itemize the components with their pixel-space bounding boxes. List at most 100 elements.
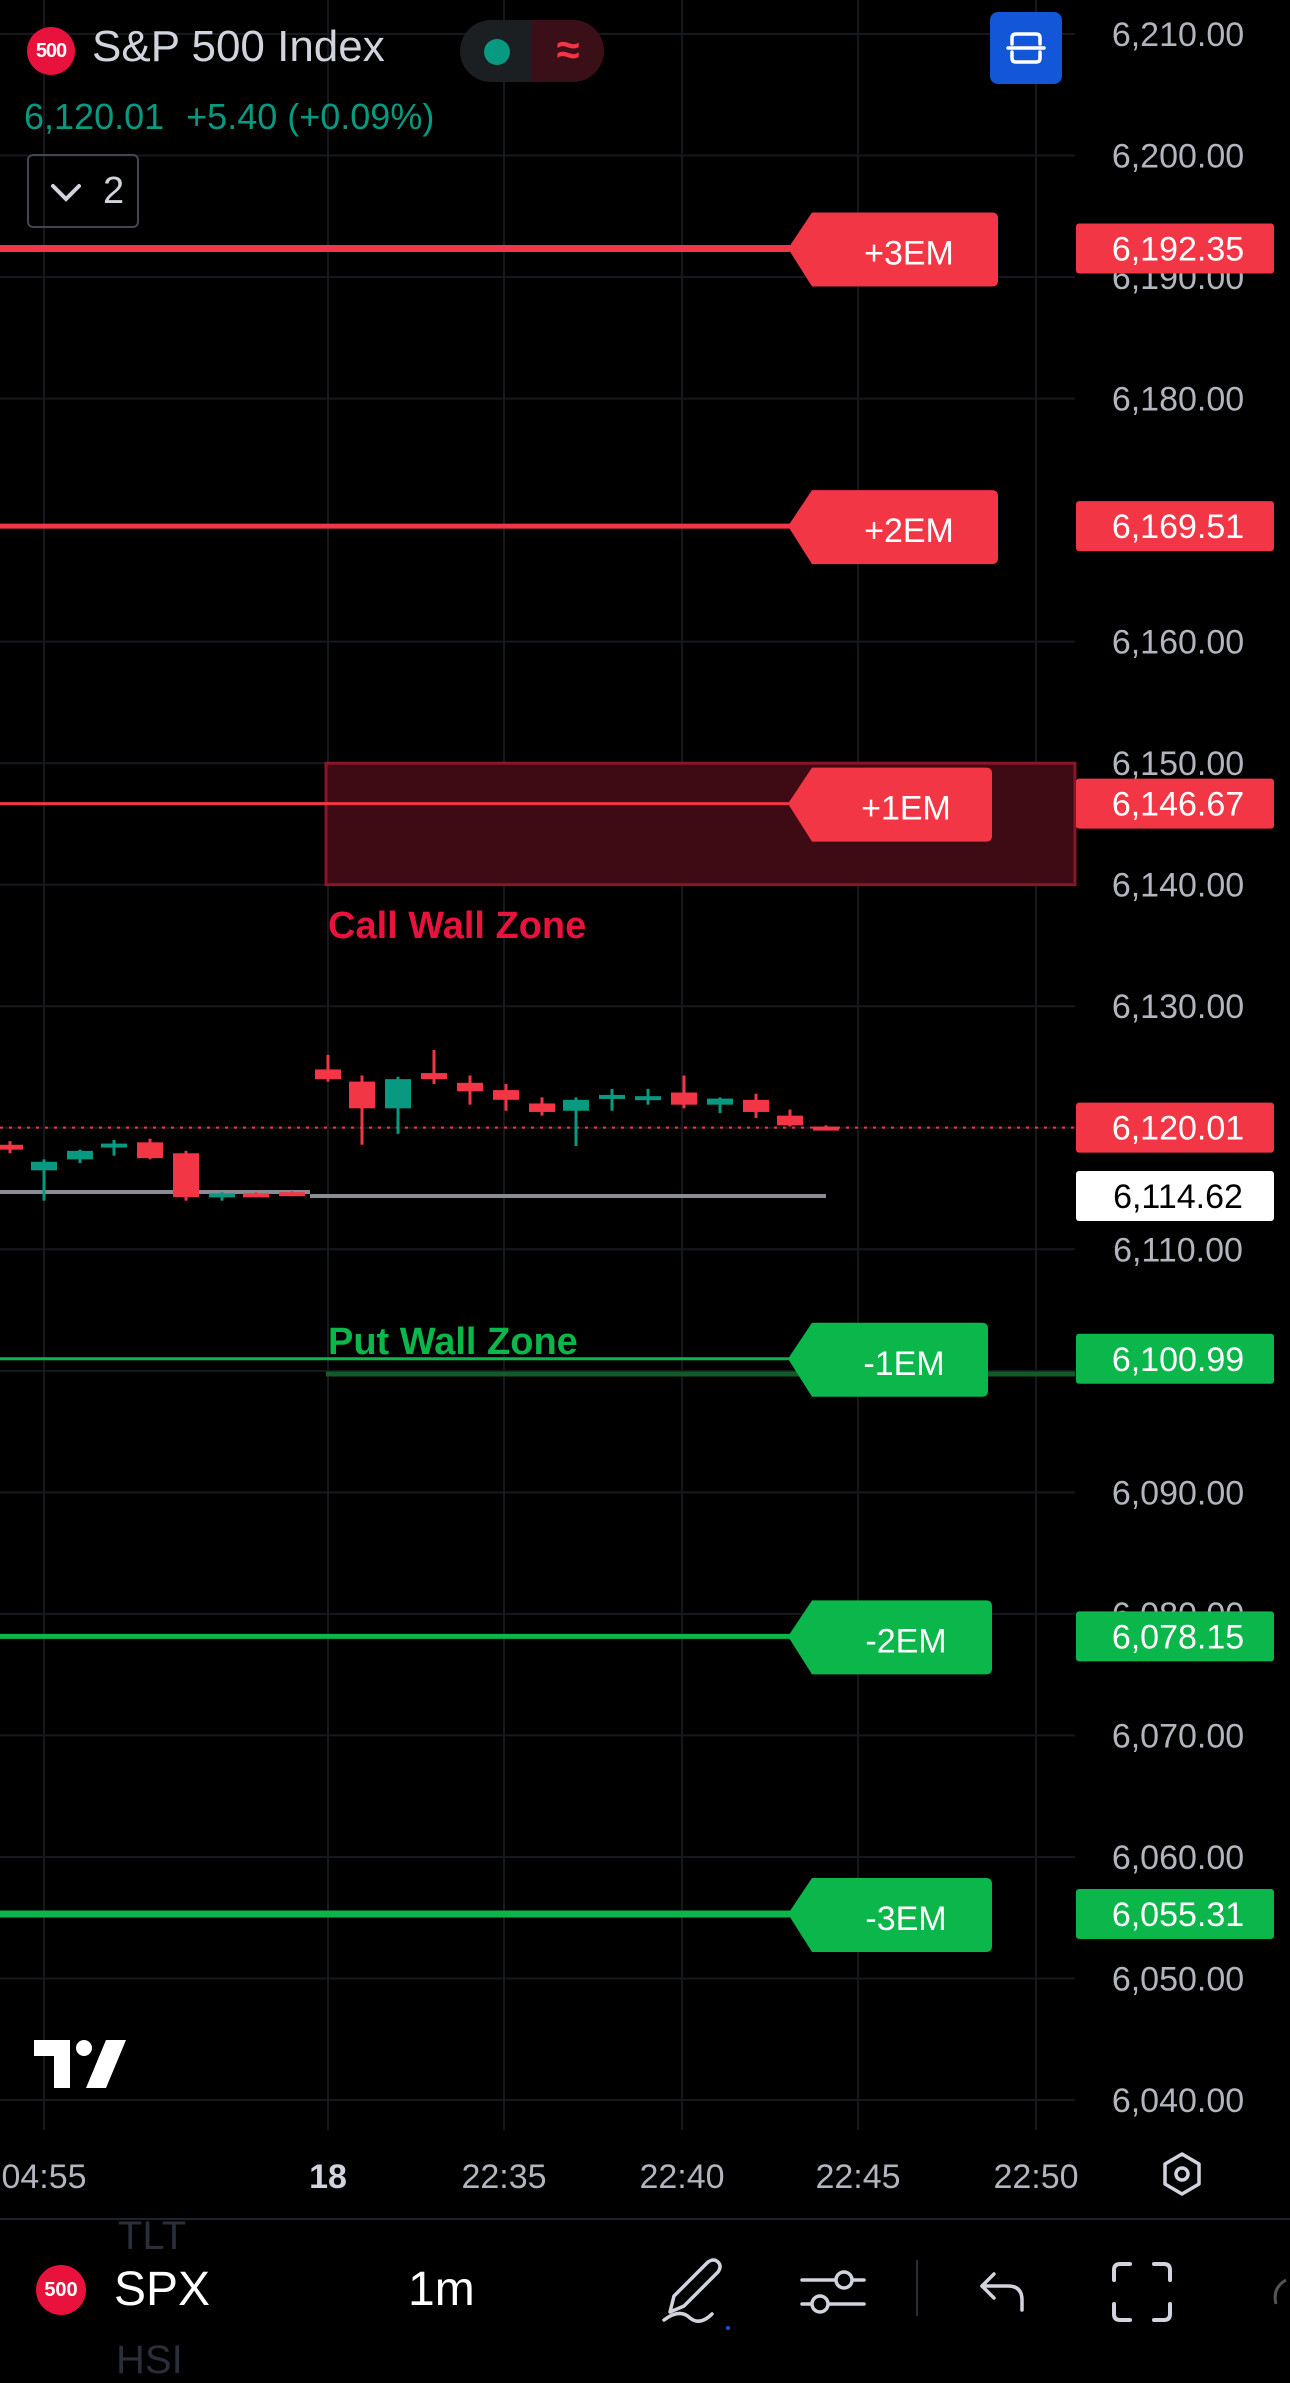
x-axis-tick-label: 22:50 <box>993 2158 1078 2196</box>
candle-body[interactable] <box>457 1082 483 1092</box>
y-axis-tick-label: 6,050.00 <box>1112 1960 1244 1998</box>
axis-price-tag-label: 6,100.99 <box>1112 1341 1244 1379</box>
em-level-tag-label: +3EM <box>864 234 954 272</box>
candle-body[interactable] <box>101 1143 127 1148</box>
candle-body[interactable] <box>707 1098 733 1105</box>
em-level-tag[interactable] <box>788 1877 992 1952</box>
y-axis-tick-label: 6,180.00 <box>1112 381 1244 419</box>
current-price-tag-label: 6,120.01 <box>1112 1110 1244 1148</box>
fullscreen-icon[interactable] <box>1110 2260 1174 2324</box>
more-icon[interactable] <box>1268 2276 1290 2306</box>
candle-body[interactable] <box>743 1099 769 1112</box>
candle-body[interactable] <box>529 1103 555 1112</box>
y-axis-tick-label: 6,060.00 <box>1112 1839 1244 1877</box>
bottom-symbol-badge: 500 <box>36 2265 86 2315</box>
tradingview-logo <box>34 2040 126 2088</box>
y-axis-tick-label: 6,160.00 <box>1112 624 1244 662</box>
axis-price-tag <box>1076 778 1274 829</box>
expand-button[interactable] <box>990 12 1062 84</box>
price-summary: 6,120.01 +5.40 (+0.09%) <box>24 96 434 138</box>
x-axis-tick-label: 04:55 <box>1 2158 86 2196</box>
candle-body[interactable] <box>563 1099 589 1111</box>
em-level-tag[interactable] <box>788 490 998 565</box>
candle-body[interactable] <box>315 1069 341 1080</box>
axis-price-tag <box>1076 501 1274 552</box>
symbol-badge: 500 <box>27 27 75 75</box>
axis-price-tag-label: 6,078.15 <box>1112 1618 1244 1656</box>
x-axis-tick-label: 18 <box>309 2158 347 2196</box>
axis-price-tag <box>1076 1333 1274 1384</box>
wave-icon: ≈ <box>556 26 580 73</box>
em-level-tag[interactable] <box>788 212 998 287</box>
candle-body[interactable] <box>385 1079 411 1109</box>
em-level-tag-label: -1EM <box>863 1345 944 1383</box>
y-axis-tick-label: 6,110.00 <box>1113 1231 1243 1269</box>
current-price-tag <box>1076 1102 1274 1153</box>
em-level-tag-label: +1EM <box>861 790 951 828</box>
axis-price-tag <box>1076 1611 1274 1662</box>
y-axis-tick-label: 6,150.00 <box>1112 745 1244 783</box>
market-status-toggle[interactable]: ≈ <box>460 20 604 82</box>
em-level-tag[interactable] <box>788 1600 992 1675</box>
candle-body[interactable] <box>777 1115 803 1126</box>
indicator-sliders-icon[interactable] <box>798 2262 868 2322</box>
ghost-symbol-bottom: HSI <box>116 2338 183 2382</box>
timeframe-selector[interactable]: 1m <box>408 2263 475 2316</box>
x-axis-tick-label: 22:35 <box>461 2158 546 2196</box>
em-level-tag[interactable] <box>788 767 992 842</box>
candle-body[interactable] <box>279 1192 305 1197</box>
candle-body[interactable] <box>209 1193 235 1198</box>
axis-price-tag <box>1076 223 1274 274</box>
candle-body[interactable] <box>493 1090 519 1100</box>
candle-body[interactable] <box>349 1081 375 1109</box>
x-axis-tick-label: 22:45 <box>815 2158 900 2196</box>
last-price: 6,120.01 <box>24 96 165 137</box>
bottom-toolbar: TLT HSI 500 SPX 1m <box>0 2214 1290 2382</box>
axis-price-tag <box>1076 1888 1274 1939</box>
reference-price-tag <box>1076 1171 1274 1221</box>
axis-price-tag-label: 6,055.31 <box>1112 1896 1244 1934</box>
y-axis-tick-label: 6,210.00 <box>1112 16 1244 54</box>
price-change: +5.40 (+0.09%) <box>186 96 435 137</box>
candle-body[interactable] <box>243 1193 269 1198</box>
em-level-tag-label: -3EM <box>865 1900 946 1938</box>
y-axis-tick-label: 6,040.00 <box>1112 2082 1244 2120</box>
y-axis-tick-label: 6,130.00 <box>1112 988 1244 1026</box>
candle-body[interactable] <box>671 1092 697 1105</box>
y-axis-tick-label: 6,090.00 <box>1112 1474 1244 1512</box>
indicators-collapse-button[interactable]: 2 <box>27 154 139 228</box>
pen-icon[interactable] <box>656 2250 732 2330</box>
indicator-count: 2 <box>103 170 125 212</box>
symbol-title[interactable]: S&P 500 Index <box>92 22 385 71</box>
candle-body[interactable] <box>635 1096 661 1101</box>
candle-body[interactable] <box>421 1073 447 1080</box>
y-axis-tick-label: 6,200.00 <box>1112 138 1244 176</box>
reference-price-tag-label: 6,114.62 <box>1113 1178 1243 1216</box>
candle-body[interactable] <box>137 1142 163 1159</box>
em-level-tag-label: +2EM <box>864 512 954 550</box>
candle-body[interactable] <box>173 1153 199 1198</box>
y-axis-tick-label: 6,070.00 <box>1112 1717 1244 1755</box>
candle-body[interactable] <box>599 1094 625 1099</box>
candle-body[interactable] <box>31 1161 57 1171</box>
put-wall-zone-label: Put Wall Zone <box>328 1321 578 1363</box>
candle-body[interactable] <box>67 1150 93 1160</box>
x-axis-tick-label: 22:40 <box>639 2158 724 2196</box>
undo-icon[interactable] <box>976 2266 1028 2314</box>
call-wall-zone-label: Call Wall Zone <box>328 905 586 947</box>
settings-hex-icon[interactable] <box>1158 2150 1206 2198</box>
candle-body[interactable] <box>0 1144 23 1150</box>
y-axis-tick-label: 6,140.00 <box>1112 867 1244 905</box>
expand-icon <box>1006 32 1046 64</box>
em-level-tag[interactable] <box>788 1322 988 1397</box>
candle-body[interactable] <box>813 1126 839 1131</box>
axis-price-tag-label: 6,146.67 <box>1112 786 1244 824</box>
axis-price-tag-label: 6,169.51 <box>1112 508 1244 546</box>
market-open-dot-icon <box>484 39 510 65</box>
chevron-down-icon <box>51 184 81 202</box>
symbol-selector[interactable]: SPX <box>114 2263 211 2316</box>
ghost-symbol-top: TLT <box>118 2214 187 2258</box>
price-chart[interactable]: Call Wall Zone Put Wall Zone +3EM +2EM +1EM -… <box>0 0 1290 2220</box>
em-level-tag-label: -2EM <box>865 1622 946 1660</box>
toolbar-divider <box>916 2260 918 2316</box>
